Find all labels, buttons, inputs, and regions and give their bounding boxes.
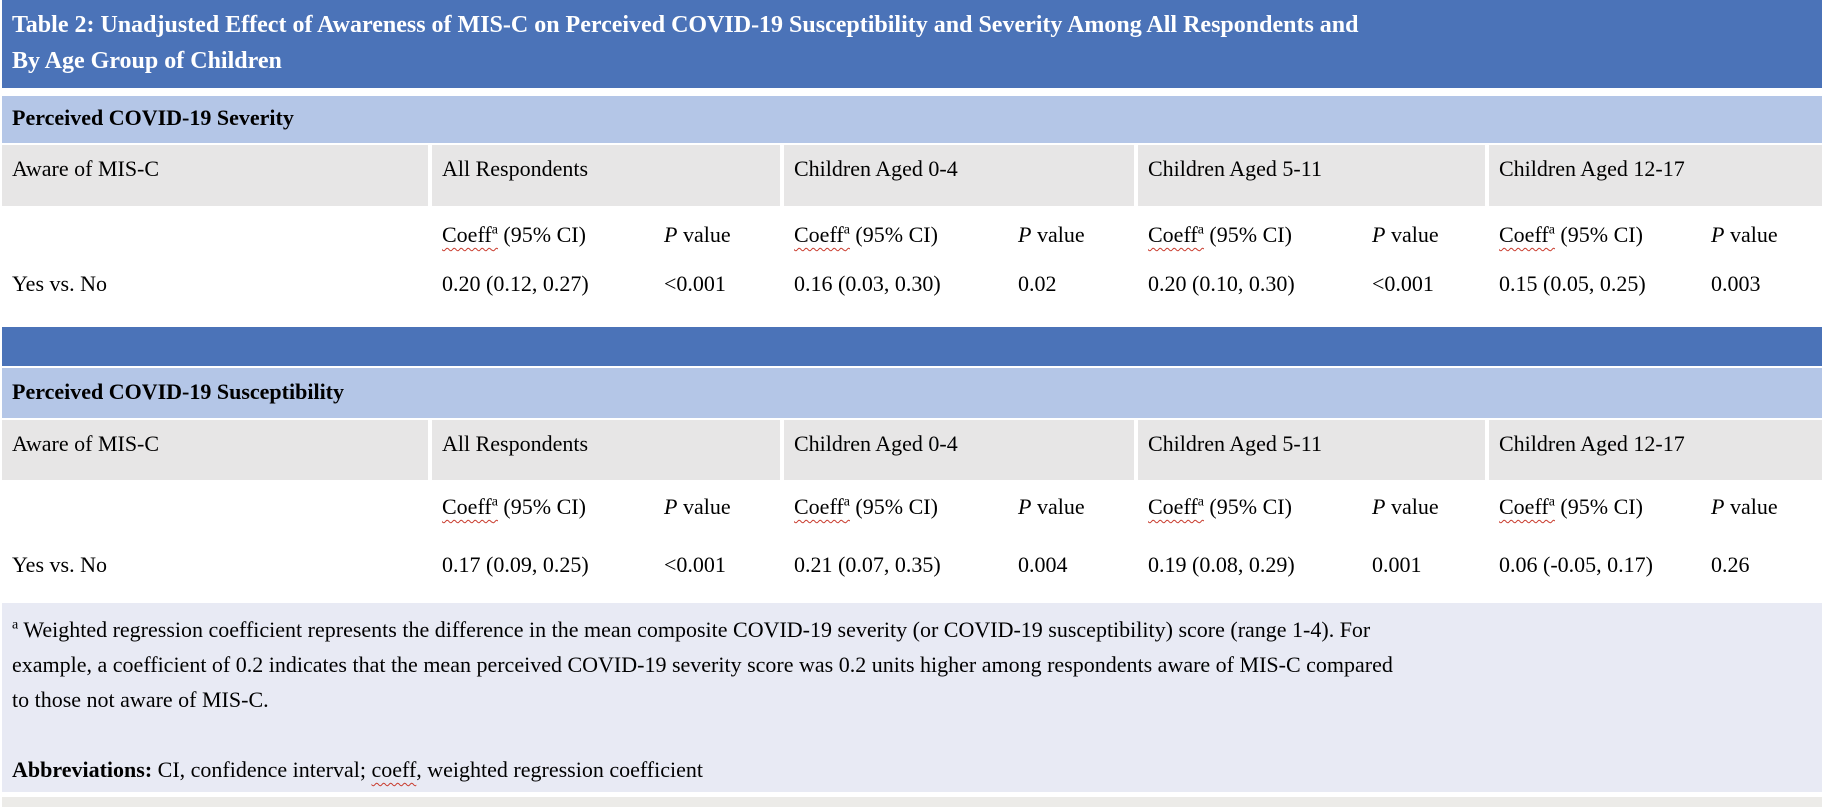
p-header-cell: P value xyxy=(1018,222,1085,247)
p-value-cell: 0.004 xyxy=(1018,552,1068,577)
group-header-row: Aware of MIS-C All Respondents Children … xyxy=(2,420,1822,480)
empty-cell xyxy=(2,206,432,265)
group-header-row: Aware of MIS-C All Respondents Children … xyxy=(2,145,1822,206)
coeff-value-cell: 0.20 (0.12, 0.27) xyxy=(442,271,589,296)
group-header-cell: Children Aged 5-11 xyxy=(1138,145,1489,206)
section-header-severity: Perceived COVID-19 Severity xyxy=(2,96,1822,143)
footnote-line: to those not aware of MIS-C. xyxy=(12,687,269,712)
group-header-cell: Children Aged 5-11 xyxy=(1138,420,1489,480)
coeff-value-cell: 0.20 (0.10, 0.30) xyxy=(1148,271,1295,296)
group-header-cell: Children Aged 12-17 xyxy=(1489,145,1822,206)
group-header-cell: All Respondents xyxy=(432,420,784,480)
row-label-cell: Yes vs. No xyxy=(12,271,107,296)
table-row: Yes vs. No 0.20 (0.12, 0.27) <0.001 0.16… xyxy=(2,265,1822,327)
p-header-cell: P value xyxy=(1711,494,1778,519)
p-value-cell: <0.001 xyxy=(1372,271,1434,296)
coeff-value-cell: 0.06 (-0.05, 0.17) xyxy=(1499,552,1653,577)
group-header-cell: Children Aged 0-4 xyxy=(784,420,1138,480)
table-title-line-1: Table 2: Unadjusted Effect of Awareness … xyxy=(12,12,1359,38)
table-title-band: Table 2: Unadjusted Effect of Awareness … xyxy=(2,0,1822,88)
table-row: Yes vs. No 0.17 (0.09, 0.25) <0.001 0.21… xyxy=(2,539,1822,603)
coeff-value-cell: 0.15 (0.05, 0.25) xyxy=(1499,271,1646,296)
group-header-cell: Children Aged 12-17 xyxy=(1489,420,1822,480)
p-value-cell: 0.26 xyxy=(1711,552,1750,577)
p-value-cell: <0.001 xyxy=(664,552,726,577)
p-value-cell: 0.02 xyxy=(1018,271,1057,296)
p-header-cell: P value xyxy=(1372,494,1439,519)
coeff-header-cell: Coeffa (95% CI) xyxy=(794,494,938,519)
subheader-row: Coeffa (95% CI) P value Coeffa (95% CI) … xyxy=(2,206,1822,265)
p-header-cell: P value xyxy=(1018,494,1085,519)
divider xyxy=(2,792,1822,797)
coeff-header-cell: Coeffa (95% CI) xyxy=(442,222,586,247)
coeff-header-cell: Coeffa (95% CI) xyxy=(1499,494,1643,519)
coeff-value-cell: 0.16 (0.03, 0.30) xyxy=(794,271,941,296)
footnote-block: a Weighted regression coefficient repres… xyxy=(2,603,1822,792)
p-value-cell: 0.003 xyxy=(1711,271,1761,296)
abbreviations-line: Abbreviations: CI, confidence interval; … xyxy=(12,757,703,782)
empty-cell xyxy=(2,480,432,539)
subheader-row: Coeffa (95% CI) P value Coeffa (95% CI) … xyxy=(2,480,1822,539)
p-header-cell: P value xyxy=(664,494,731,519)
table-title-line-2: By Age Group of Children xyxy=(12,48,282,74)
divider xyxy=(2,143,1822,145)
group-header-cell: All Respondents xyxy=(432,145,784,206)
coeff-value-cell: 0.17 (0.09, 0.25) xyxy=(442,552,589,577)
coeff-header-cell: Coeffa (95% CI) xyxy=(1148,222,1292,247)
divider xyxy=(2,366,1822,368)
row-header-cell: Aware of MIS-C xyxy=(2,145,432,206)
footnote-line: a Weighted regression coefficient repres… xyxy=(12,617,1371,642)
row-header-cell: Aware of MIS-C xyxy=(2,420,432,480)
p-value-cell: 0.001 xyxy=(1372,552,1422,577)
p-value-cell: <0.001 xyxy=(664,271,726,296)
divider xyxy=(2,88,1822,96)
coeff-header-cell: Coeffa (95% CI) xyxy=(1499,222,1643,247)
p-header-cell: P value xyxy=(664,222,731,247)
bottom-strip xyxy=(2,797,1822,807)
footnote-line: example, a coefficient of 0.2 indicates … xyxy=(12,652,1393,677)
row-label-cell: Yes vs. No xyxy=(12,552,107,577)
coeff-header-cell: Coeffa (95% CI) xyxy=(1148,494,1292,519)
divider xyxy=(2,418,1822,420)
p-header-cell: P value xyxy=(1372,222,1439,247)
coeff-value-cell: 0.21 (0.07, 0.35) xyxy=(794,552,941,577)
coeff-header-cell: Coeffa (95% CI) xyxy=(794,222,938,247)
section-separator-band xyxy=(2,327,1822,366)
group-header-cell: Children Aged 0-4 xyxy=(784,145,1138,206)
coeff-header-cell: Coeffa (95% CI) xyxy=(442,494,586,519)
p-header-cell: P value xyxy=(1711,222,1778,247)
section-header-susceptibility: Perceived COVID-19 Susceptibility xyxy=(2,368,1822,418)
coeff-value-cell: 0.19 (0.08, 0.29) xyxy=(1148,552,1295,577)
